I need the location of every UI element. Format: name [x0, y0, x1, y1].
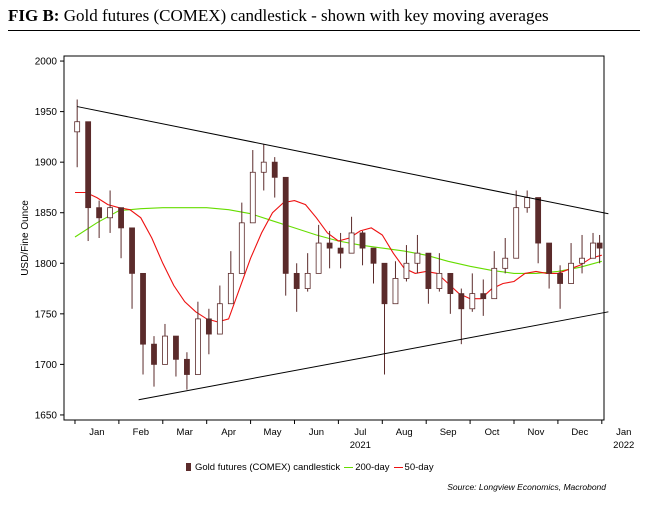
candle-body	[568, 262, 574, 284]
support-trendline	[138, 311, 609, 401]
y-tick-label: 1700	[35, 360, 58, 371]
legend-label-candlestick: Gold futures (COMEX) candlestick	[195, 461, 341, 473]
candle-body	[271, 161, 278, 178]
x-tick-label: May	[264, 427, 282, 438]
candle-body	[458, 293, 465, 310]
candle-body	[315, 242, 322, 274]
figure-title: FIG B: Gold futures (COMEX) candlestick …	[8, 6, 638, 30]
candle-body	[480, 293, 487, 300]
candle-body	[140, 272, 146, 345]
y-tick-label: 2000	[35, 57, 58, 68]
candle-body	[129, 227, 135, 274]
candle-body	[491, 267, 498, 300]
legend-swatch-200-day	[344, 466, 354, 468]
candle-body	[238, 222, 245, 274]
legend-label-50-day: 50-day	[404, 461, 434, 473]
source-note: Source: Longview Economics, Macrobond	[447, 482, 606, 492]
candle-body	[195, 318, 201, 375]
x-tick-label: Aug	[396, 427, 413, 438]
y-tick-label: 1850	[35, 208, 58, 219]
x-tick-label: Mar	[177, 427, 193, 438]
candle-body	[304, 272, 311, 289]
candle-body	[173, 335, 179, 360]
candle-body	[85, 121, 92, 209]
candle-body	[546, 242, 553, 274]
candle-body	[535, 197, 542, 244]
x-tick-label: Feb	[133, 427, 149, 438]
candle-body	[96, 207, 103, 219]
candle-body	[74, 121, 81, 133]
candle-body	[557, 272, 563, 284]
legend-label-200-day: 200-day	[355, 461, 390, 473]
legend-item-50-day: 50-day	[392, 462, 434, 473]
plot-frame	[63, 55, 605, 421]
y-tick-label: 1750	[35, 309, 58, 320]
figure-label: FIG B:	[8, 6, 60, 25]
x-tick-label: Dec	[571, 427, 588, 438]
candle-body	[513, 207, 520, 259]
candle-body	[392, 278, 399, 305]
candle-body	[216, 303, 223, 335]
x-tick-label: Oct	[485, 427, 500, 438]
candle-body	[260, 161, 267, 173]
title-rule	[8, 30, 640, 31]
candle-body	[151, 343, 157, 365]
candle-body	[326, 242, 333, 249]
y-tick-label: 1800	[35, 259, 58, 270]
candle-body	[359, 232, 366, 249]
candle-body	[403, 262, 410, 279]
candle-body	[118, 207, 124, 229]
candle-body	[348, 232, 355, 254]
y-axis-label: USD/Fine Ounce	[20, 200, 31, 276]
legend-swatch-50-day	[393, 466, 403, 468]
legend-item-candlestick: Gold futures (COMEX) candlestick	[186, 462, 340, 473]
y-tick-label: 1650	[35, 410, 58, 421]
candle-body	[502, 257, 509, 269]
x-tick-label: Jan	[616, 427, 631, 438]
legend-item-200-day: 200-day	[342, 461, 390, 473]
y-tick-label: 1950	[35, 107, 58, 118]
candle-body	[414, 252, 421, 264]
y-tick-label: 1900	[35, 158, 58, 169]
candle-body	[596, 242, 603, 249]
candle-body	[205, 318, 212, 335]
candle-body	[184, 358, 190, 375]
resistance-trendline	[77, 106, 609, 215]
candle-body	[107, 207, 113, 219]
x-year-label: 2022	[613, 440, 634, 451]
x-tick-label: Jan	[89, 427, 104, 438]
candle-body	[337, 247, 344, 254]
figure-title-text: Gold futures (COMEX) candlestick - shown…	[63, 6, 549, 25]
candle-body	[162, 335, 168, 365]
x-tick-label: Jun	[309, 427, 324, 438]
chart-legend: Gold futures (COMEX) candlestick 200-day…	[186, 460, 436, 474]
candle-body	[524, 197, 531, 209]
candle-body	[370, 247, 377, 264]
ma-50-day-line	[75, 191, 602, 323]
candle-body	[579, 257, 585, 264]
candle-body	[293, 272, 300, 289]
candle-body	[282, 176, 289, 274]
candle-body	[381, 262, 388, 305]
candle-body	[436, 272, 443, 289]
candle-body	[425, 252, 432, 289]
candle-body	[469, 293, 476, 310]
legend-swatch-candlestick	[186, 463, 191, 471]
x-tick-label: Jul	[354, 427, 366, 438]
x-year-label: 2021	[350, 440, 371, 451]
candle-body	[447, 272, 454, 295]
candle-body	[227, 272, 234, 305]
x-tick-label: Nov	[527, 427, 544, 438]
candle-body	[249, 171, 256, 224]
x-tick-label: Apr	[221, 427, 236, 438]
candle-body	[590, 242, 596, 259]
x-tick-label: Sep	[440, 427, 457, 438]
